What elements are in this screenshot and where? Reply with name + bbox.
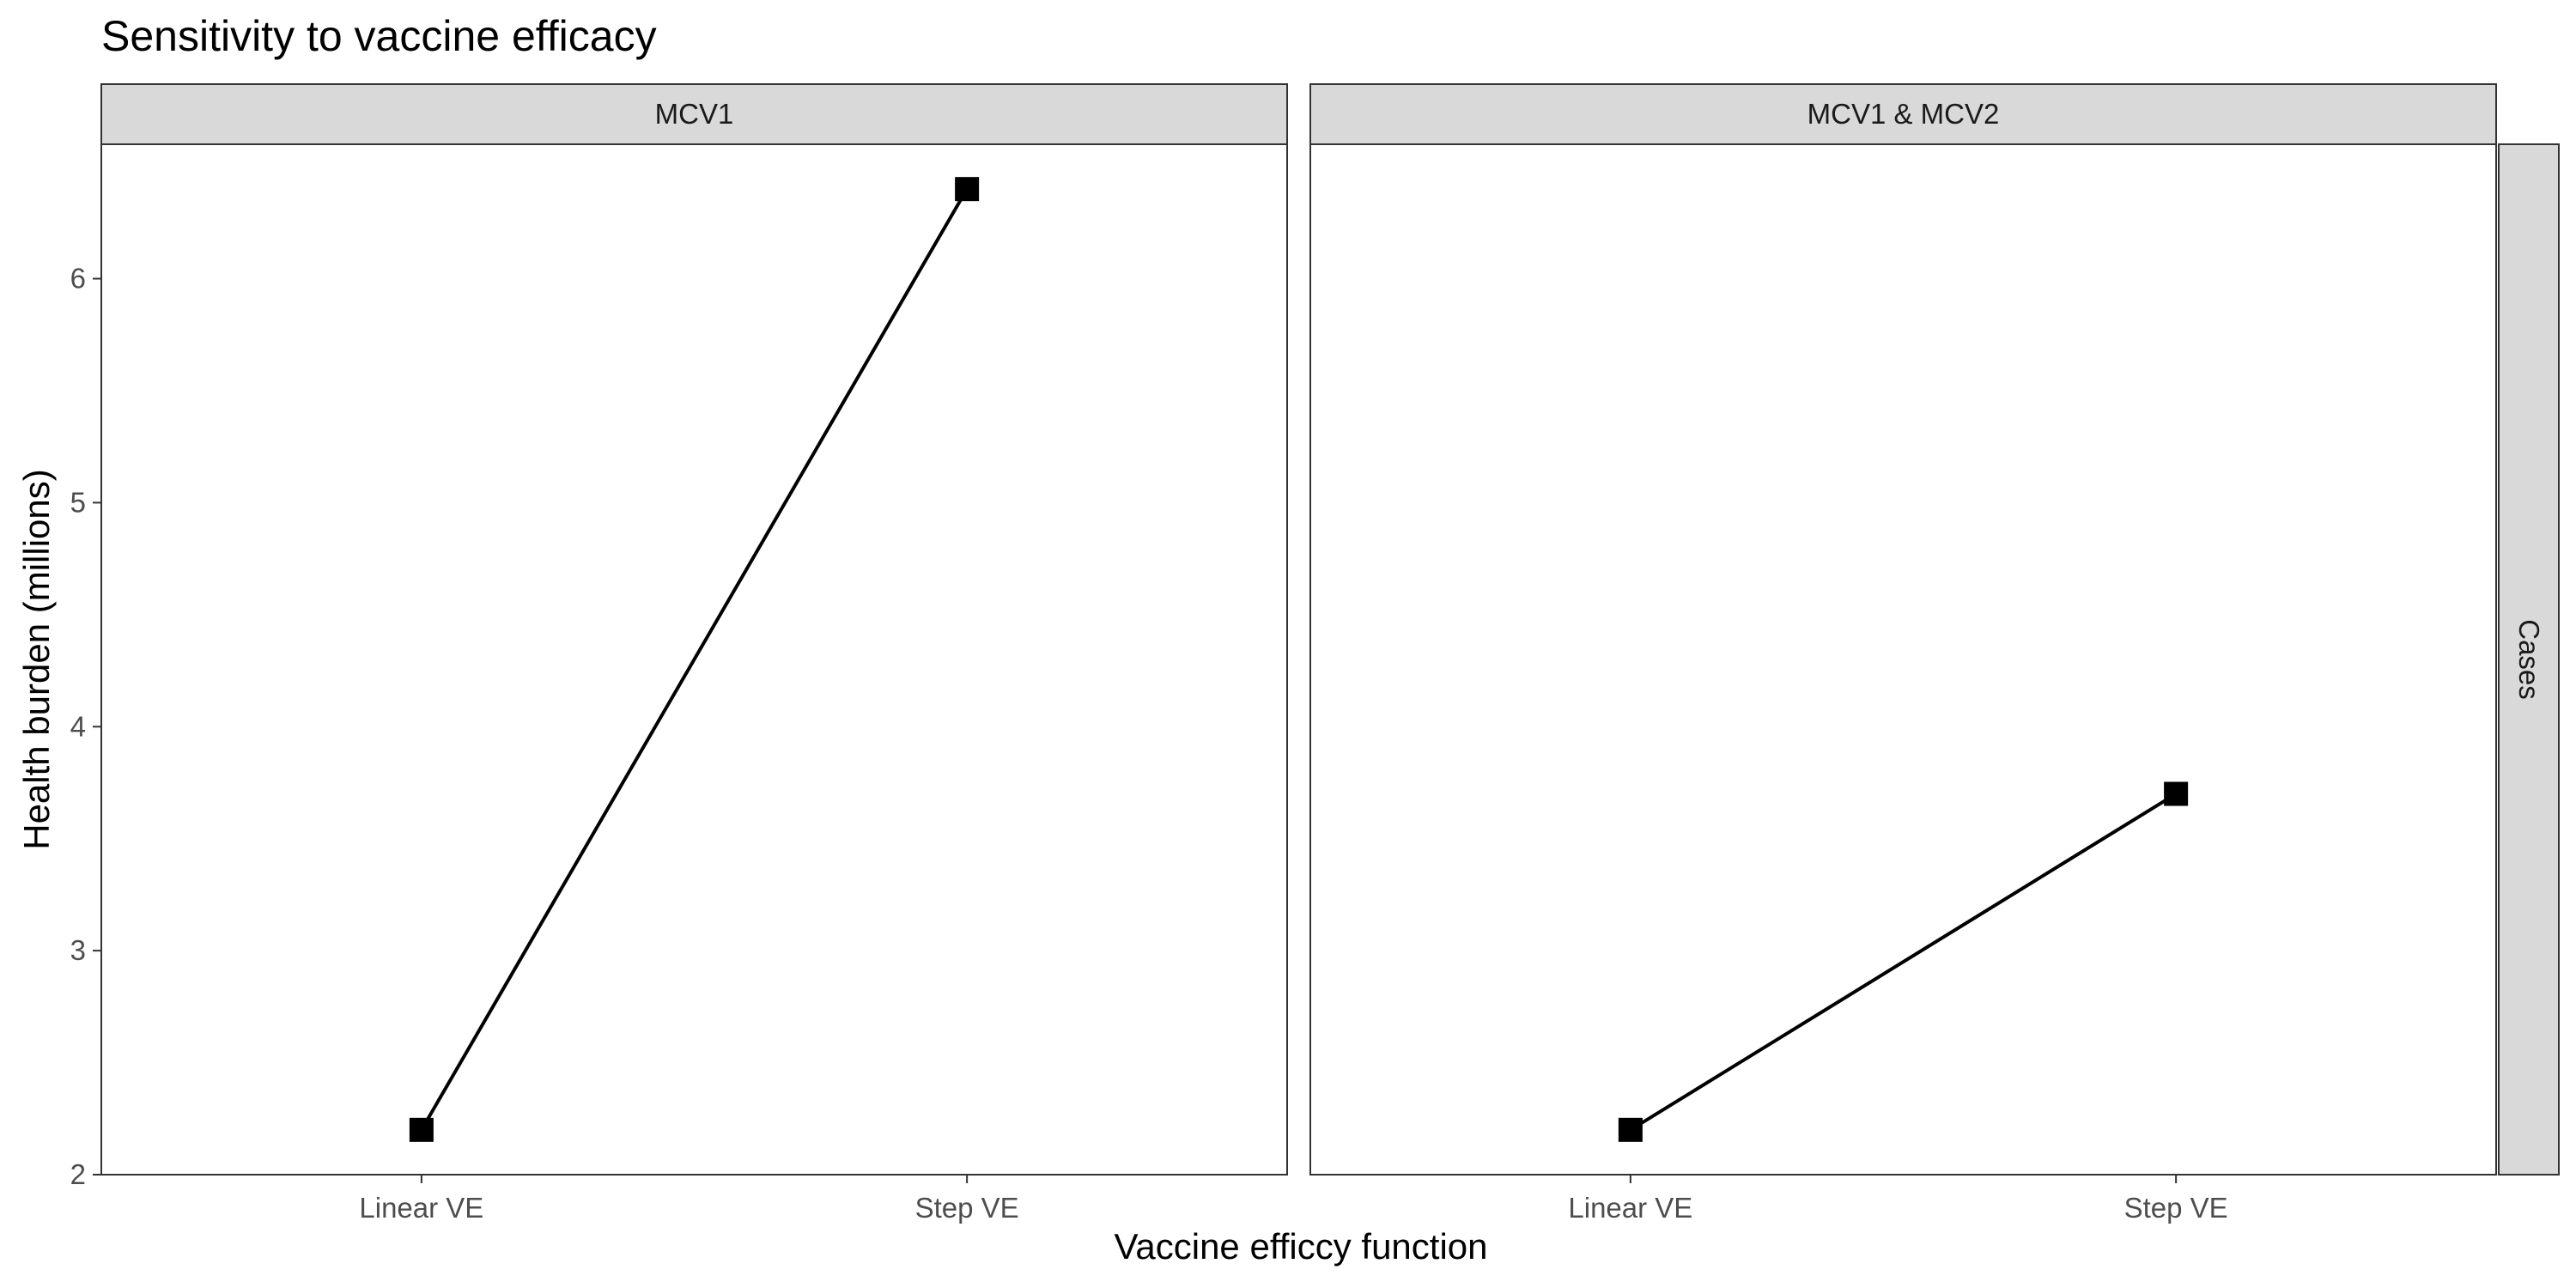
series-line xyxy=(1629,792,2178,1132)
row-facet-strip-label: Cases xyxy=(2513,619,2545,700)
facet-strip xyxy=(1309,83,2497,145)
facet-strip xyxy=(100,83,1288,145)
series-line xyxy=(420,188,969,1131)
x-tick-label: Linear VE xyxy=(359,1192,483,1224)
data-point xyxy=(2164,781,2189,806)
y-tick-label: 5 xyxy=(70,486,86,518)
panel-frame xyxy=(100,143,1288,1176)
x-tick-label: Linear VE xyxy=(1568,1192,1692,1224)
y-tick-label: 2 xyxy=(70,1158,86,1190)
data-point xyxy=(409,1117,434,1142)
y-tick-label: 4 xyxy=(70,710,86,742)
x-tick-label: Step VE xyxy=(2124,1192,2228,1224)
facet-strip-label: MCV1 xyxy=(655,98,734,130)
data-point xyxy=(955,177,980,202)
panel-frame xyxy=(1309,143,2497,1176)
x-tick-label: Step VE xyxy=(915,1192,1019,1224)
chart-title: Sensitivity to vaccine efficacy xyxy=(101,12,657,60)
y-tick-label: 3 xyxy=(70,934,86,966)
plot-area: 2 3 4 5 6 MCV1 Linear VE Step VE MCV1 & MCV2 Line… xyxy=(70,83,2560,1224)
data-point xyxy=(1618,1117,1643,1142)
y-tick-label: 6 xyxy=(70,263,86,295)
facet-strip-label: MCV1 & MCV2 xyxy=(1807,98,2000,130)
x-axis-title: Vaccine efficcy function xyxy=(1114,1226,1487,1267)
row-facet-strip xyxy=(2498,143,2560,1176)
y-axis-title: Health burden (millions) xyxy=(16,469,57,850)
